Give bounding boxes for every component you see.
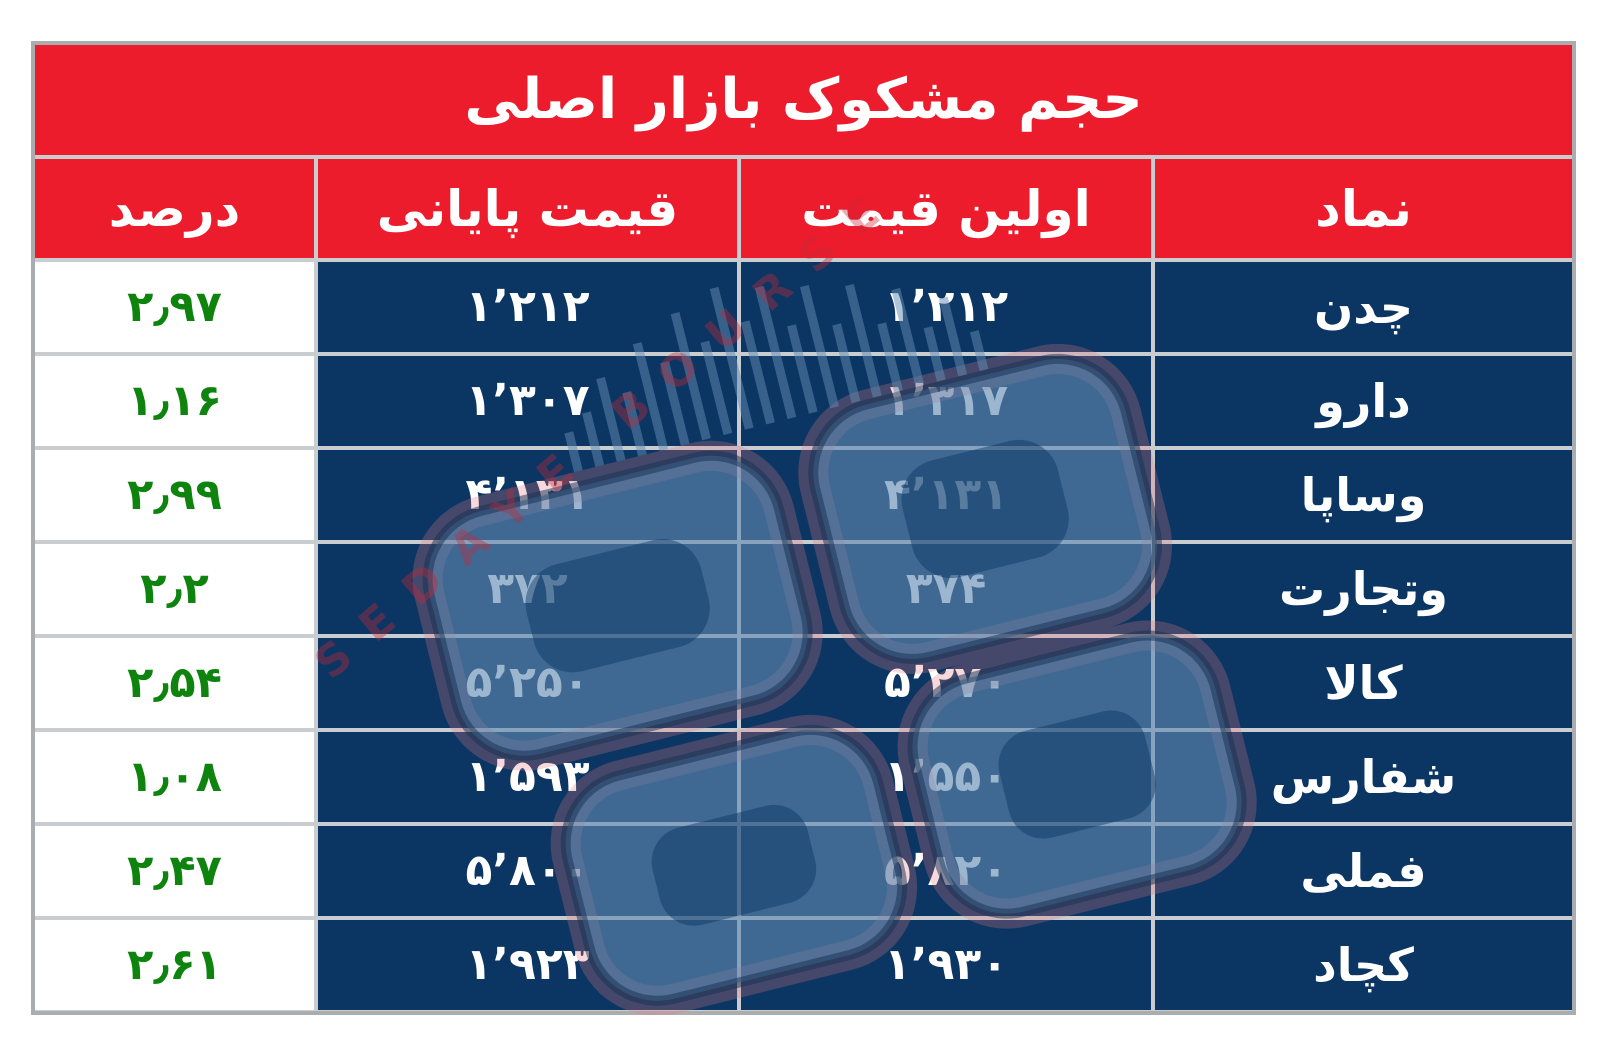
closing-price-cell: ۱٬۵۹۳ xyxy=(318,732,737,822)
page-title: حجم مشکوک بازار اصلی xyxy=(35,45,1572,155)
percent-cell: ۲٫۹۹ xyxy=(35,450,314,540)
percent-cell: ۱٫۰۸ xyxy=(35,732,314,822)
column-header-closing-price: قیمت پایانی xyxy=(318,159,737,258)
closing-price-cell: ۱٬۹۲۳ xyxy=(318,920,737,1010)
closing-price-cell: ۱٬۲۱۲ xyxy=(318,262,737,352)
percent-cell: ۲٫۵۴ xyxy=(35,638,314,728)
suspicious-volume-table: حجم مشکوک بازار اصلی نماد اولین قیمت قیم… xyxy=(31,41,1576,1015)
column-header-first-price: اولین قیمت xyxy=(741,159,1151,258)
column-header-symbol: نماد xyxy=(1155,159,1572,258)
symbol-cell: وتجارت xyxy=(1155,544,1572,634)
first-price-cell: ۱٬۹۳۰ xyxy=(741,920,1151,1010)
symbol-cell: کچاد xyxy=(1155,920,1572,1010)
first-price-cell: ۱٬۲۱۲ xyxy=(741,262,1151,352)
percent-cell: ۲٫۹۷ xyxy=(35,262,314,352)
first-price-cell: ۱٬۳۱۷ xyxy=(741,356,1151,446)
first-price-cell: ۴٬۱۳۱ xyxy=(741,450,1151,540)
percent-cell: ۱٫۱۶ xyxy=(35,356,314,446)
first-price-cell: ۵٬۲۷۰ xyxy=(741,638,1151,728)
closing-price-cell: ۴٬۱۳۱ xyxy=(318,450,737,540)
first-price-cell: ۳۷۴ xyxy=(741,544,1151,634)
percent-cell: ۲٫۲ xyxy=(35,544,314,634)
closing-price-cell: ۵٬۲۵۰ xyxy=(318,638,737,728)
symbol-cell: کالا xyxy=(1155,638,1572,728)
symbol-cell: فملی xyxy=(1155,826,1572,916)
closing-price-cell: ۳۷۲ xyxy=(318,544,737,634)
symbol-cell: شفارس xyxy=(1155,732,1572,822)
symbol-cell: دارو xyxy=(1155,356,1572,446)
closing-price-cell: ۱٬۳۰۷ xyxy=(318,356,737,446)
first-price-cell: ۵٬۸۲۰ xyxy=(741,826,1151,916)
percent-cell: ۲٫۶۱ xyxy=(35,920,314,1010)
closing-price-cell: ۵٬۸۰۰ xyxy=(318,826,737,916)
symbol-cell: چدن xyxy=(1155,262,1572,352)
symbol-cell: وساپا xyxy=(1155,450,1572,540)
column-header-percent: درصد xyxy=(35,159,314,258)
first-price-cell: ۱٬۵۵۰ xyxy=(741,732,1151,822)
percent-cell: ۲٫۴۷ xyxy=(35,826,314,916)
